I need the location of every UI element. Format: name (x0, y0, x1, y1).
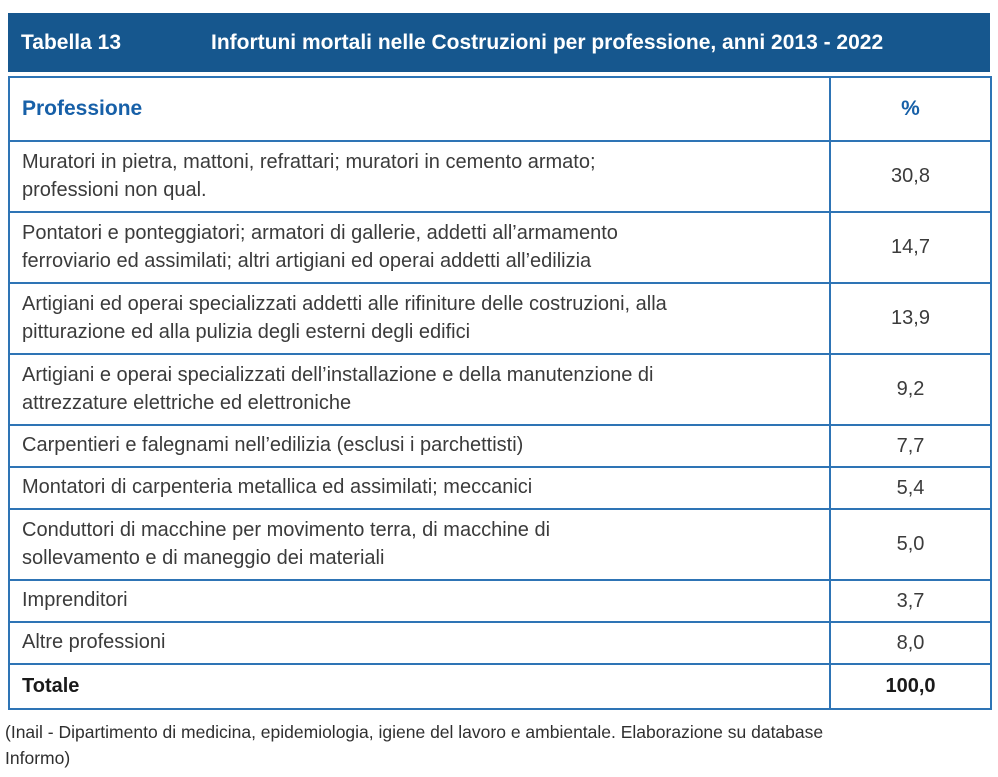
percent-cell: 30,8 (829, 140, 992, 213)
profession-cell: Artigiani e operai specializzati dell’in… (8, 353, 831, 426)
table-row: Pontatori e ponteggiatori; armatori di g… (8, 211, 992, 284)
table-row: Muratori in pietra, mattoni, refrattari;… (8, 140, 992, 213)
table-row: Altre professioni 8,0 (8, 621, 992, 665)
professions-table: Professione % Muratori in pietra, matton… (8, 76, 992, 710)
table-row: Artigiani e operai specializzati dell’in… (8, 353, 992, 426)
source-footnote: (Inail - Dipartimento di medicina, epide… (5, 722, 824, 769)
profession-cell: Pontatori e ponteggiatori; armatori di g… (8, 211, 831, 284)
total-percent-cell: 100,0 (829, 663, 992, 710)
column-header-percent: % (829, 76, 992, 142)
profession-cell: Muratori in pietra, mattoni, refrattari;… (8, 140, 831, 213)
profession-cell: Artigiani ed operai specializzati addett… (8, 282, 831, 355)
profession-cell: Imprenditori (8, 579, 831, 623)
table-row: Artigiani ed operai specializzati addett… (8, 282, 992, 355)
percent-cell: 13,9 (829, 282, 992, 355)
table-number-label: Tabella 13 (21, 30, 121, 54)
percent-cell: 5,4 (829, 466, 992, 510)
column-header-professione: Professione (8, 76, 831, 142)
profession-cell: Altre professioni (8, 621, 831, 665)
profession-cell: Conduttori di macchine per movimento ter… (8, 508, 831, 581)
table-row: Conduttori di macchine per movimento ter… (8, 508, 992, 581)
percent-cell: 8,0 (829, 621, 992, 665)
table-title-bar: Tabella 13 Infortuni mortali nelle Costr… (8, 13, 990, 72)
percent-cell: 7,7 (829, 424, 992, 468)
table-row: Montatori di carpenteria metallica ed as… (8, 466, 992, 510)
total-row: Totale 100,0 (8, 663, 992, 710)
percent-cell: 14,7 (829, 211, 992, 284)
profession-cell: Carpentieri e falegnami nell’edilizia (e… (8, 424, 831, 468)
table-row: Imprenditori 3,7 (8, 579, 992, 623)
percent-cell: 9,2 (829, 353, 992, 426)
percent-cell: 3,7 (829, 579, 992, 623)
table-header-row: Professione % (8, 76, 992, 142)
table-title: Infortuni mortali nelle Costruzioni per … (211, 30, 884, 54)
total-label-cell: Totale (8, 663, 831, 710)
percent-cell: 5,0 (829, 508, 992, 581)
table-row: Carpentieri e falegnami nell’edilizia (e… (8, 424, 992, 468)
profession-cell: Montatori di carpenteria metallica ed as… (8, 466, 831, 510)
